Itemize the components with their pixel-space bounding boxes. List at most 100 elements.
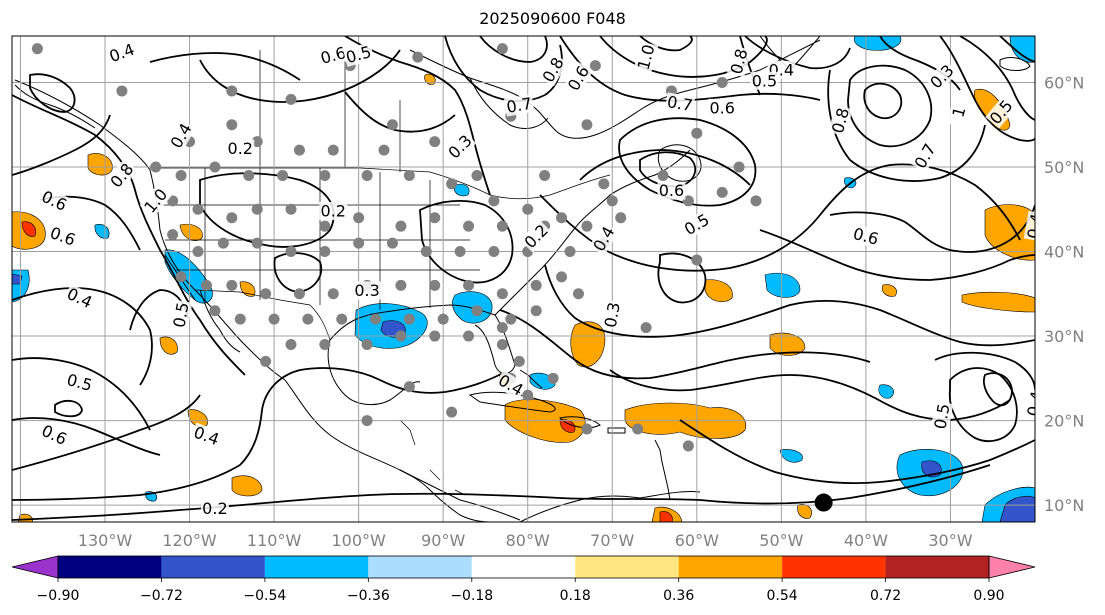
border-us-canada xyxy=(150,167,611,200)
storm-position-marker xyxy=(814,493,833,512)
station-marker xyxy=(581,220,593,232)
station-marker xyxy=(293,144,305,156)
contour-label-bg xyxy=(563,61,594,95)
contour-line-21 xyxy=(639,36,693,52)
station-marker xyxy=(657,169,669,181)
map-area: 0.4 0.60.5 0.80.61.00.7 0.7 0.60.8 0.40.50.20… xyxy=(12,36,1046,522)
colorbar-tick-label: −0.72 xyxy=(140,588,183,604)
shade-blue-atl1 xyxy=(764,272,801,298)
station-marker xyxy=(429,136,441,148)
station-marker xyxy=(437,313,449,325)
longitude-label: 60°W xyxy=(675,531,719,550)
station-marker xyxy=(522,389,534,401)
shade-darkblue-se xyxy=(999,495,1035,522)
station-marker xyxy=(530,279,542,291)
station-marker xyxy=(632,423,644,435)
contour-line-9 xyxy=(12,409,263,501)
shade-orange-w2 xyxy=(179,223,203,241)
contour-label-bg xyxy=(200,499,229,518)
station-marker xyxy=(716,76,728,88)
contour-label: 0.6 xyxy=(709,98,734,117)
longitude-label: 40°W xyxy=(844,531,888,550)
station-marker xyxy=(167,195,179,207)
shade-orange-small2 xyxy=(882,284,897,297)
contour-label-bg xyxy=(166,119,196,153)
contour-label-bg xyxy=(1023,388,1035,420)
station-marker xyxy=(691,127,703,139)
station-marker xyxy=(327,144,339,156)
contour-line-23 xyxy=(847,64,933,148)
station-marker xyxy=(353,237,365,249)
shade-orange-atl2 xyxy=(704,279,733,303)
colorbar-extend-high xyxy=(988,555,1036,579)
contour-label: 0.7 xyxy=(505,94,533,117)
contour-line-41 xyxy=(934,351,1035,391)
colorbar: −0.90 −0.72 −0.54 −0.36 −0.18 0.18 0.36 0.54 0.7… xyxy=(11,555,1036,604)
contour-line-27 xyxy=(959,36,1035,121)
contour-label-bg xyxy=(317,43,350,68)
shade-orange-nw xyxy=(87,153,113,176)
station-marker xyxy=(496,288,508,300)
contour-label-bg xyxy=(353,281,382,300)
contour-label: 0.5 xyxy=(170,301,193,329)
station-marker xyxy=(488,246,500,258)
station-marker xyxy=(319,220,331,232)
station-marker xyxy=(496,43,508,55)
station-layer xyxy=(31,43,762,452)
contour-label-bg xyxy=(503,94,535,117)
colorbar-tick-label: −0.54 xyxy=(243,588,286,604)
station-marker xyxy=(285,203,297,215)
colorbar-tick-label: −0.18 xyxy=(450,588,493,604)
station-marker xyxy=(378,144,390,156)
contour-label: 0.4 xyxy=(1023,389,1046,417)
contour-line-34 xyxy=(829,204,1035,253)
longitude-label: 110°W xyxy=(247,531,302,550)
longitude-label: 80°W xyxy=(506,531,550,550)
contour-line-44 xyxy=(559,464,991,505)
contour-label: 0.4 xyxy=(1023,212,1046,240)
station-marker xyxy=(116,85,128,97)
station-marker xyxy=(370,313,382,325)
station-marker xyxy=(319,169,331,181)
colorbar-tick-label: −0.36 xyxy=(347,588,390,604)
station-marker xyxy=(733,161,745,173)
contour-line-40 xyxy=(948,367,1018,442)
station-marker xyxy=(395,279,407,291)
contour-line-11 xyxy=(12,492,561,521)
station-marker xyxy=(336,313,348,325)
station-marker xyxy=(403,381,415,393)
contour-label-bg xyxy=(63,370,96,395)
station-marker xyxy=(251,203,263,215)
station-marker xyxy=(463,220,475,232)
station-marker xyxy=(285,339,297,351)
shade-blue-small2 xyxy=(779,449,803,463)
coastline-cuba xyxy=(468,391,556,413)
station-marker xyxy=(496,322,508,334)
station-marker xyxy=(691,254,703,266)
station-marker xyxy=(403,313,415,325)
coastline-hispaniola xyxy=(558,416,601,429)
contour-label-bg xyxy=(930,400,954,432)
station-marker xyxy=(412,51,424,63)
latitude-label: 50°N xyxy=(1044,158,1084,177)
longitude-label: 100°W xyxy=(331,531,386,550)
station-marker xyxy=(589,60,601,72)
coastline-centralam xyxy=(399,469,491,522)
station-marker xyxy=(682,195,694,207)
contour-label: 0.5 xyxy=(930,402,953,430)
station-marker xyxy=(750,195,762,207)
contour-line-49 xyxy=(739,36,761,96)
station-marker xyxy=(572,288,584,300)
station-marker xyxy=(556,212,568,224)
latitude-label: 40°N xyxy=(1044,243,1084,262)
contour-line-35 xyxy=(759,229,1035,281)
contour-line-31 xyxy=(639,151,697,188)
contour-label-bg xyxy=(342,42,375,67)
coastline-iceland xyxy=(999,57,1031,71)
map-frame xyxy=(11,35,1036,523)
shade-red-west xyxy=(21,221,37,237)
contour-label-bg xyxy=(519,220,553,253)
contour-line-36 xyxy=(544,264,1035,347)
contour-label-bg xyxy=(443,130,477,163)
